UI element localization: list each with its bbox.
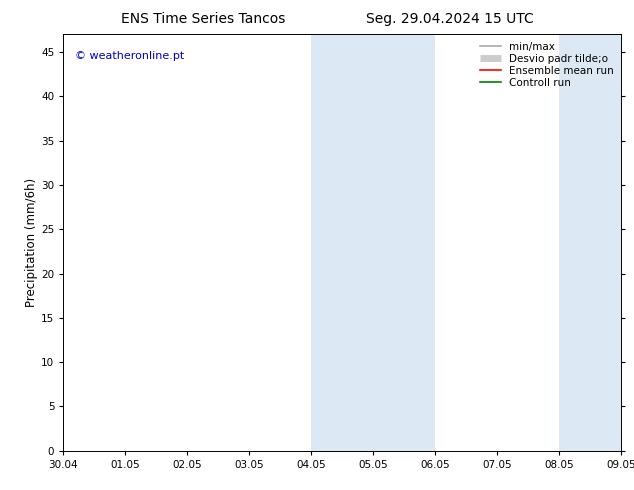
Y-axis label: Precipitation (mm/6h): Precipitation (mm/6h): [25, 178, 38, 307]
Bar: [559, 34, 634, 451]
Text: Seg. 29.04.2024 15 UTC: Seg. 29.04.2024 15 UTC: [366, 12, 534, 26]
Text: © weatheronline.pt: © weatheronline.pt: [75, 51, 184, 61]
Text: ENS Time Series Tancos: ENS Time Series Tancos: [120, 12, 285, 26]
Bar: [311, 34, 436, 451]
Legend: min/max, Desvio padr tilde;o, Ensemble mean run, Controll run: min/max, Desvio padr tilde;o, Ensemble m…: [476, 37, 618, 92]
